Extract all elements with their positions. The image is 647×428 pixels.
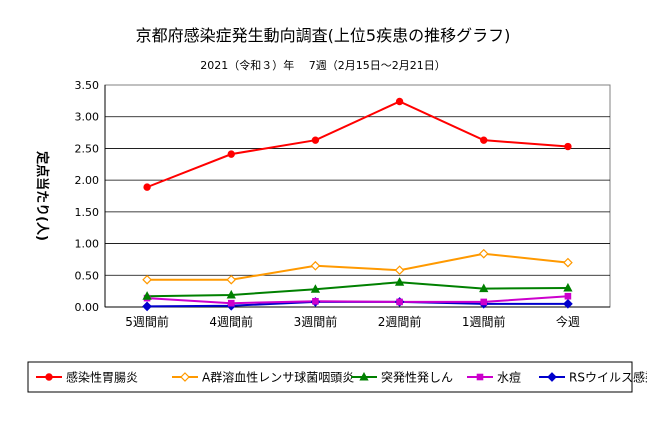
data-point: [547, 372, 557, 382]
data-point: [312, 297, 319, 305]
data-point: [142, 274, 152, 285]
legend-label: RSウイルス感染症: [569, 370, 647, 385]
y-tick-label: 1.00: [75, 238, 100, 251]
legend-label: 水痘: [497, 370, 521, 385]
data-point: [143, 183, 151, 191]
x-tick-label: 3週間前: [294, 314, 338, 329]
series-line: [146, 100, 568, 189]
data-point: [359, 371, 369, 381]
series-line: [147, 295, 568, 305]
data-point: [226, 274, 237, 285]
legend-label: 突発性発しん: [381, 370, 453, 385]
data-point: [227, 299, 235, 307]
y-tick-label: 0.50: [75, 269, 100, 282]
data-point: [564, 292, 572, 300]
data-point: [395, 97, 404, 106]
y-tick-label: 2.50: [75, 142, 100, 155]
data-point: [226, 289, 236, 299]
data-point: [564, 142, 572, 151]
data-point: [478, 248, 489, 259]
legend-label: 感染性胃腸炎: [66, 370, 138, 385]
data-point: [563, 298, 573, 309]
data-point: [480, 298, 488, 306]
x-tick-label: 1週間前: [462, 314, 506, 329]
series-line: [147, 252, 569, 281]
data-point: [311, 136, 320, 144]
data-point: [394, 265, 405, 276]
x-tick-label: 4週間前: [209, 314, 253, 329]
data-point: [180, 372, 190, 382]
data-point: [45, 373, 53, 381]
data-point: [142, 291, 152, 300]
data-point: [563, 282, 573, 292]
data-point: [142, 301, 152, 312]
legend: 感染性胃腸炎 A群溶血性レンサ球菌咽頭炎 突発性発しん 水痘 RSウイルス感染症: [27, 361, 647, 393]
data-point: [310, 260, 321, 271]
data-point: [563, 257, 573, 268]
y-tick-label: 1.50: [75, 206, 100, 219]
x-tick-label: 今週: [556, 314, 580, 329]
data-point: [479, 283, 489, 293]
plot-area: 0.00 0.50 1.00 1.50 2.00 2.50 3.00 3.50 5週間前 4週間前…: [75, 79, 611, 329]
legend-box: [27, 361, 633, 393]
x-tick-label: 2週間前: [378, 314, 422, 329]
y-tick-label: 2.00: [75, 174, 100, 187]
x-tick-label: 5週間前: [125, 314, 169, 329]
data-point: [480, 136, 488, 144]
chart-subtitle: 2021（令和３）年 7週（2月15日～2月21日）: [200, 58, 445, 72]
y-axis-label: 定点当たり(人): [34, 150, 50, 241]
legend-label: A群溶血性レンサ球菌咽頭炎: [202, 370, 354, 385]
series-line: [147, 281, 568, 298]
data-point: [396, 298, 403, 306]
data-point: [476, 373, 484, 381]
y-tick-label: 3.50: [75, 79, 100, 92]
data-point: [310, 284, 321, 293]
data-point: [227, 150, 235, 158]
y-tick-label: 0.00: [75, 301, 100, 314]
chart-title: 京都府感染症発生動向調査(上位5疾患の推移グラフ): [136, 26, 511, 45]
y-tick-label: 3.00: [75, 111, 100, 124]
plot-frame: [104, 84, 611, 308]
data-point: [394, 277, 405, 286]
